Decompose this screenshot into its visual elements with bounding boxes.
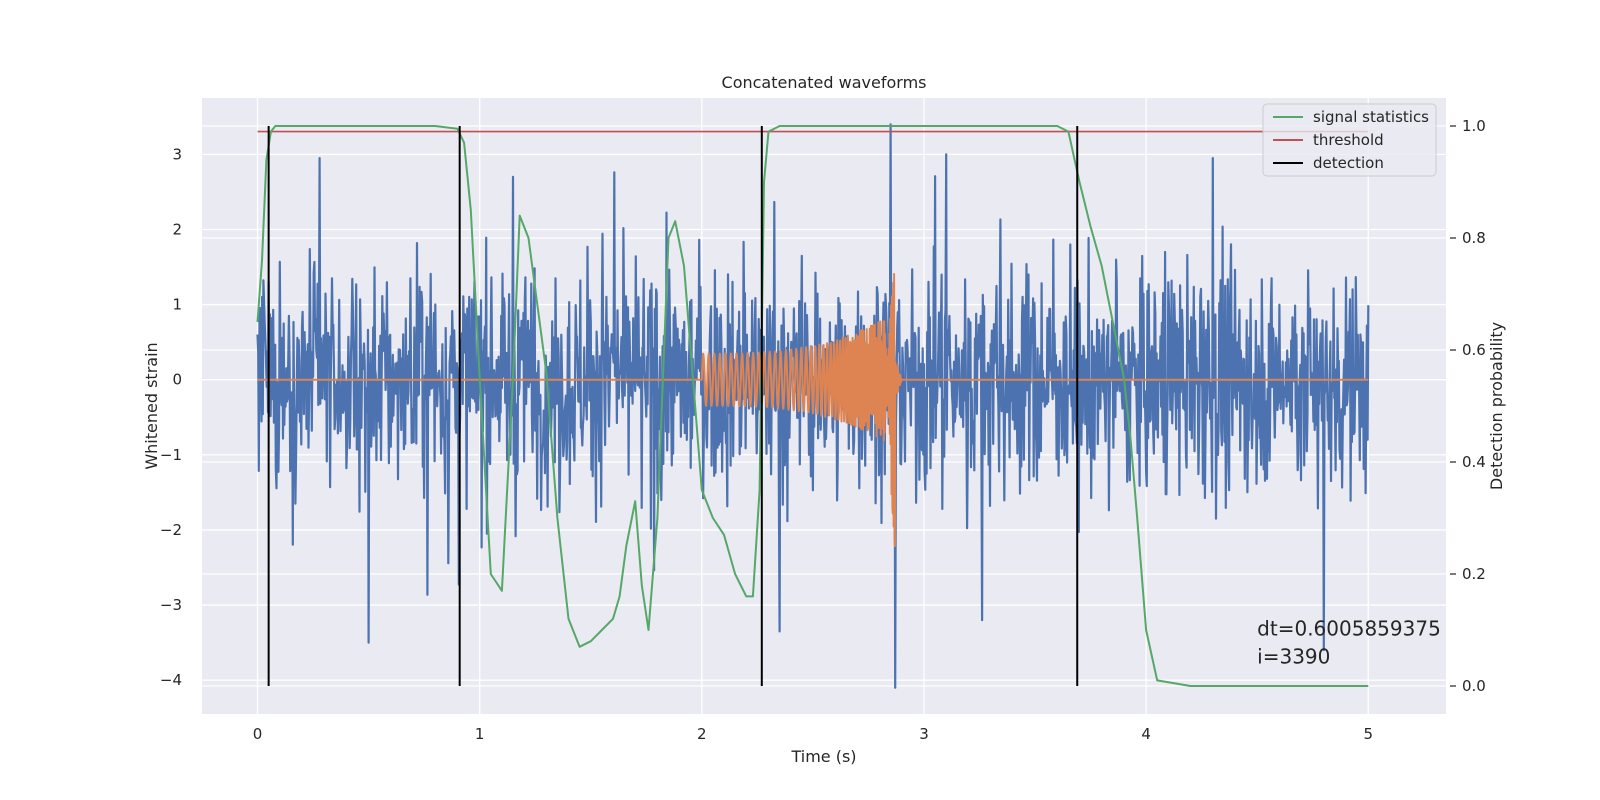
right-y-tick-label: 0.8 [1462, 229, 1486, 247]
right-y-tick-label: 0.4 [1462, 453, 1486, 471]
y-tick-label: −3 [160, 596, 182, 614]
y-axis-label: Whitened strain [142, 342, 161, 469]
y-axis-ticks: −4 −3 −2 −1 0 1 2 3 [160, 145, 182, 689]
right-y-axis-label: Detection probability [1487, 322, 1506, 490]
right-y-tick-label: 0.2 [1462, 565, 1486, 583]
right-y-axis-ticks: 0.0 0.2 0.4 0.6 0.8 1.0 [1450, 117, 1486, 695]
strain-noise-series [256, 123, 1370, 689]
y-tick-label: −1 [160, 446, 182, 464]
legend: signal statistics threshold detection [1262, 103, 1437, 177]
annotation: dt=0.6005859375 i=3390 [1257, 617, 1441, 669]
x-tick-label: 1 [475, 725, 485, 743]
strain-signal-line [257, 273, 1369, 548]
right-y-tick-label: 0.0 [1462, 677, 1486, 695]
x-tick-label: 2 [697, 725, 707, 743]
x-tick-label: 5 [1363, 725, 1373, 743]
legend-box [1262, 103, 1437, 177]
y-tick-label: 0 [172, 371, 182, 389]
x-axis-label: Time (s) [790, 747, 856, 766]
x-tick-label: 4 [1141, 725, 1151, 743]
annotation-line: i=3390 [1257, 645, 1330, 669]
x-axis-ticks: 0 1 2 3 4 5 [253, 725, 1373, 743]
detection-series [267, 126, 1079, 686]
right-y-tick-label: 1.0 [1462, 117, 1486, 135]
y-tick-label: 2 [172, 220, 182, 238]
y-tick-label: −4 [160, 671, 182, 689]
signal-statistics-series [256, 125, 1369, 687]
y-tick-label: −2 [160, 521, 182, 539]
right-y-tick-label: 0.6 [1462, 341, 1486, 359]
legend-label: signal statistics [1313, 108, 1429, 126]
chart-title: Concatenated waveforms [722, 73, 927, 92]
legend-label: detection [1313, 154, 1384, 172]
x-tick-label: 3 [919, 725, 929, 743]
strain-signal-series [257, 273, 1369, 548]
y-tick-label: 1 [172, 296, 182, 314]
annotation-line: dt=0.6005859375 [1257, 617, 1441, 641]
legend-label: threshold [1313, 131, 1384, 149]
signal-statistics-line [256, 125, 1369, 687]
y-tick-label: 3 [172, 145, 182, 163]
x-tick-label: 0 [253, 725, 263, 743]
strain-noise-line [256, 123, 1370, 689]
